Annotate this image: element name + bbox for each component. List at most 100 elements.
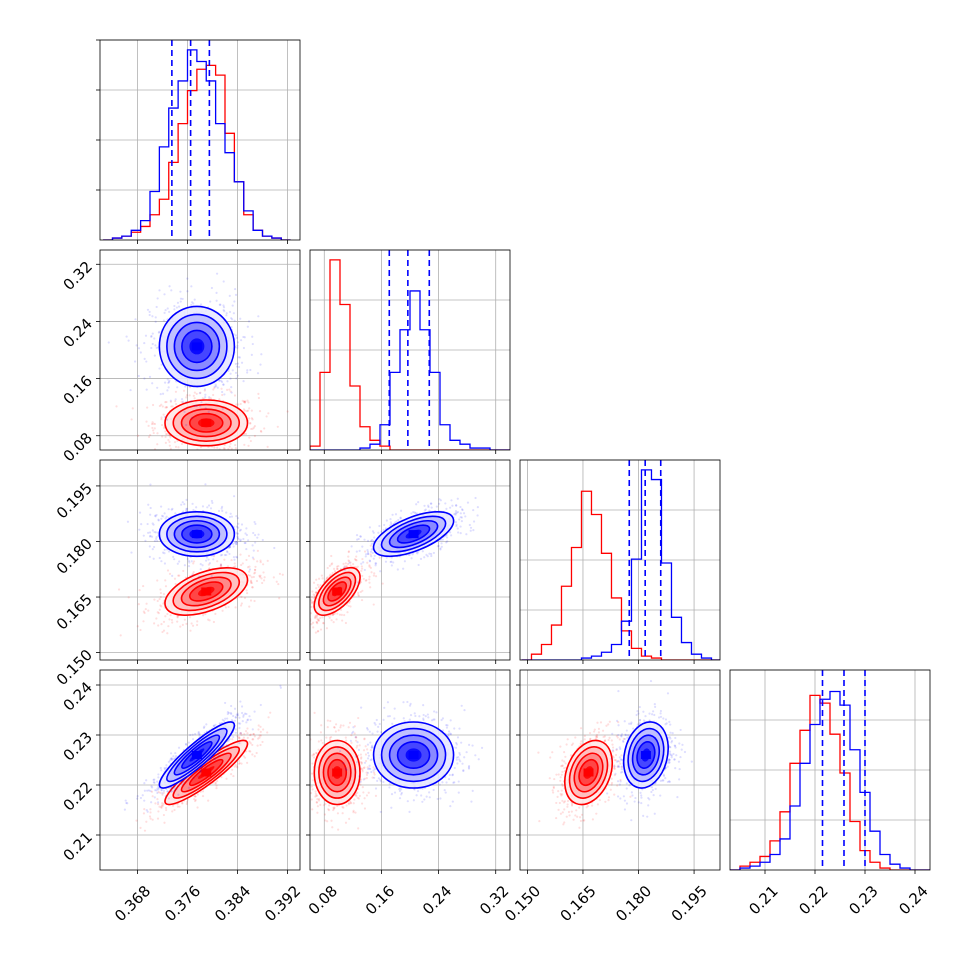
contour-line	[380, 515, 447, 553]
sample-point	[278, 597, 281, 600]
sample-point	[151, 795, 154, 798]
sample-point	[167, 381, 170, 384]
sample-point	[222, 383, 225, 386]
sample-point	[163, 381, 167, 384]
sample-point	[450, 499, 453, 502]
sample-point	[374, 575, 378, 578]
sample-point	[252, 575, 255, 579]
sample-point	[233, 707, 237, 710]
sample-point	[149, 817, 152, 820]
sample-point	[410, 557, 413, 560]
sample-point	[450, 534, 453, 537]
sample-point	[204, 483, 207, 486]
sample-point	[171, 810, 174, 813]
sample-point	[243, 596, 247, 600]
sample-point	[170, 289, 173, 292]
sample-point	[151, 315, 154, 318]
sample-point	[164, 585, 168, 588]
sample-point	[333, 612, 336, 615]
sample-point	[368, 565, 371, 568]
sample-point	[221, 509, 224, 513]
sample-point	[235, 532, 239, 535]
sample-point	[332, 567, 336, 570]
sample-point	[155, 617, 158, 620]
sample-point	[223, 451, 225, 453]
sample-point	[156, 539, 159, 543]
sample-point	[226, 712, 229, 716]
sample-point	[214, 781, 217, 784]
sample-point	[225, 777, 228, 780]
sample-point	[245, 558, 248, 562]
sample-point	[465, 533, 468, 536]
sample-point	[314, 616, 317, 620]
sample-point	[439, 548, 442, 551]
sample-point	[366, 549, 369, 552]
sample-point	[127, 339, 130, 342]
sample-point	[180, 503, 183, 506]
sample-point	[228, 310, 232, 314]
sample-point	[354, 565, 357, 569]
sample-point	[427, 505, 430, 509]
sample-point	[178, 805, 181, 808]
sample-point	[185, 802, 188, 806]
sample-point	[316, 583, 319, 586]
panel-content	[103, 40, 291, 240]
sample-point	[147, 503, 150, 506]
sample-point	[251, 586, 254, 589]
sample-point	[144, 607, 147, 611]
sample-point	[444, 502, 447, 505]
sample-point	[260, 430, 263, 433]
sample-point	[154, 789, 157, 792]
sample-point	[190, 622, 193, 625]
sample-point	[248, 750, 251, 753]
sample-point	[180, 442, 184, 446]
sample-point	[332, 621, 335, 624]
sample-point	[230, 515, 234, 518]
sample-point	[340, 613, 343, 616]
sample-point	[167, 508, 170, 511]
sample-point	[242, 408, 246, 411]
sample-point	[231, 369, 234, 372]
sample-point	[440, 542, 443, 545]
sample-point	[153, 545, 156, 549]
sample-point	[372, 603, 375, 606]
sample-point	[153, 354, 156, 357]
contour-line	[173, 321, 221, 372]
sample-point	[236, 537, 239, 540]
sample-point	[137, 603, 140, 606]
sample-point	[259, 743, 262, 747]
sample-point	[397, 518, 400, 522]
sample-point	[223, 719, 226, 723]
sample-point	[182, 569, 185, 573]
sample-point	[161, 804, 164, 807]
sample-point	[133, 360, 137, 363]
sample-point	[160, 804, 164, 807]
sample-point	[185, 743, 188, 746]
sample-point	[185, 622, 188, 625]
sample-point	[354, 558, 357, 562]
sample-point	[238, 737, 241, 740]
sample-point	[130, 418, 133, 421]
sample-point	[362, 561, 365, 564]
sample-point	[269, 711, 272, 714]
sample-point	[459, 532, 462, 535]
sample-point	[315, 614, 318, 617]
sample-point	[319, 616, 322, 620]
sample-point	[226, 710, 229, 714]
sample-point	[210, 575, 213, 578]
panel-frame	[99, 249, 301, 451]
sample-point	[148, 815, 152, 818]
sample-point	[150, 335, 153, 338]
sample-point	[355, 555, 358, 558]
sample-point	[368, 560, 372, 563]
sample-point	[185, 507, 189, 510]
sample-point	[216, 780, 219, 783]
sample-point	[181, 623, 184, 626]
sample-point	[248, 605, 251, 608]
sample-point	[173, 808, 176, 812]
sample-point	[148, 313, 151, 317]
sample-point	[155, 513, 158, 517]
sample-point	[192, 508, 195, 512]
sample-point	[237, 403, 240, 406]
sample-point	[149, 513, 152, 516]
